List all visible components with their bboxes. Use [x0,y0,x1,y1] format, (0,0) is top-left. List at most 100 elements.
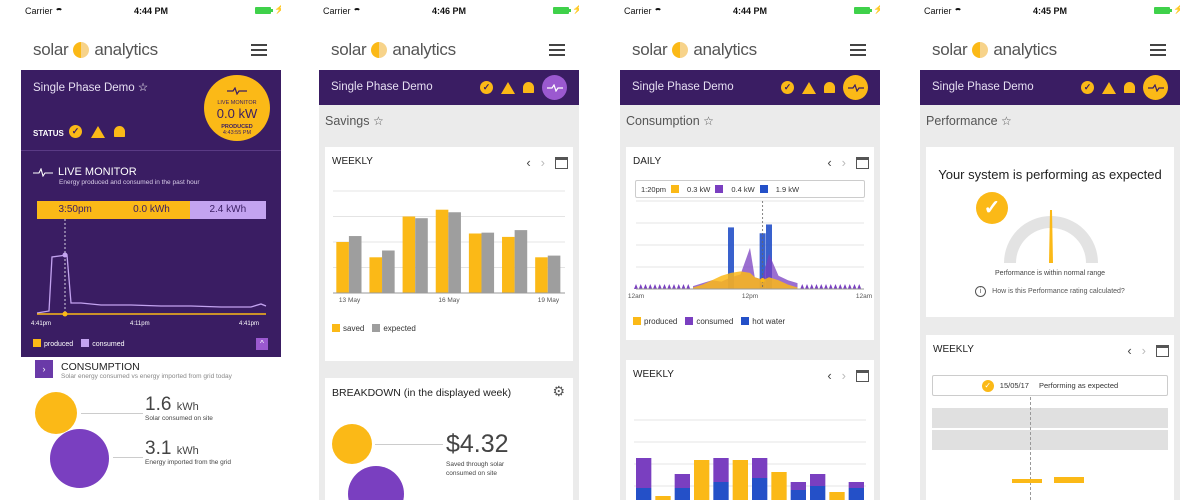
consumed-baseline-mark [681,284,686,289]
calendar-icon[interactable] [1156,344,1169,357]
prev-arrow-icon[interactable]: ‹ [1127,343,1132,358]
check-icon[interactable]: ✓ [69,125,82,138]
x-tick-label: 19 May [538,297,560,304]
warning-icon[interactable] [91,125,105,138]
bar-saved [369,257,383,293]
weekly-consumption-bar [790,482,806,490]
weekly-consumption-bar [810,474,826,486]
live-monitor-button[interactable] [1143,75,1168,100]
x-tick-label: 12am [628,293,644,300]
bell-icon[interactable] [1124,82,1135,93]
pulse-icon [1147,83,1164,92]
card-title: WEEKLY [332,156,373,167]
live-monitor-button[interactable] [843,75,868,100]
week-status-text: Performing as expected [1038,381,1119,390]
daily-legend: produced consumed hot water [633,317,785,326]
x-tick-label: 12pm [742,293,758,300]
warning-icon[interactable] [802,81,816,94]
next-arrow-icon[interactable]: › [841,368,846,383]
weekly-consumption-bar [694,460,710,500]
how-calculated-link[interactable]: i How is this Performance rating calculat… [926,286,1174,297]
menu-icon[interactable] [1150,44,1166,56]
star-icon[interactable]: ☆ [703,114,714,128]
calendar-icon[interactable] [856,156,869,169]
consumed-baseline-mark [800,284,805,289]
weekly-performance-card: WEEKLY ‹ › ✓ 15/05/17 Performing as expec… [926,335,1174,500]
next-arrow-icon[interactable]: › [540,155,545,170]
site-name[interactable]: Single Phase Demo ☆ [33,82,149,94]
legend-saved: saved [343,324,365,333]
badge-value: 0.0 kW [216,106,258,121]
consumed-marker [62,252,68,258]
readout-time: 3:50pm [37,201,114,219]
site-name[interactable]: Single Phase Demo [932,81,1034,93]
calendar-icon[interactable] [856,369,869,382]
consumed-baseline-mark [824,284,828,289]
bar-saved [468,233,482,293]
calendar-icon[interactable] [555,156,568,169]
bar-expected [547,255,561,293]
x-tick-label: 4:41pm [239,321,259,327]
live-monitor-button[interactable] [542,75,567,100]
site-name[interactable]: Single Phase Demo [331,81,433,93]
consumed-baseline-mark [653,284,657,289]
prev-arrow-icon[interactable]: ‹ [526,155,531,170]
prev-arrow-icon[interactable]: ‹ [827,368,832,383]
weekly-consumption-bar [655,496,671,500]
check-icon[interactable]: ✓ [480,81,493,94]
warning-icon[interactable] [501,81,515,94]
settings-gear-icon[interactable]: ⚙ [552,383,565,399]
menu-icon[interactable] [850,44,866,56]
warning-icon[interactable] [1102,81,1116,94]
next-arrow-icon[interactable]: › [1141,343,1146,358]
check-icon[interactable]: ✓ [1081,81,1094,94]
tooltip-hot-water: 1.9 kW [775,184,800,194]
next-arrow-icon[interactable]: › [841,155,846,170]
menu-icon[interactable] [549,44,565,56]
star-icon[interactable]: ☆ [1001,114,1012,128]
check-icon[interactable]: ✓ [781,81,794,94]
weekly-consumption-bar [752,458,768,478]
weekly-consumption-bar [752,478,768,500]
produced-marker [760,278,765,283]
x-tick-label: 12am [856,293,872,300]
card-title: WEEKLY [633,369,674,380]
menu-icon[interactable] [251,44,267,56]
status-bar: Carrier 4:45 PM ⚡ [920,0,1180,22]
weekly-consumption-bar [636,458,652,488]
bell-icon[interactable] [114,126,125,137]
consumed-baseline-mark [638,284,643,289]
star-icon[interactable]: ☆ [137,82,149,94]
site-header: Single Phase Demo ✓ [620,70,880,105]
consumed-baseline-mark [814,284,819,289]
bell-icon[interactable] [523,82,534,93]
solar-consumed-caption: Solar consumed on site [145,415,213,422]
carrier-label: Carrier [924,6,952,16]
consumed-baseline-mark [828,284,833,289]
consumed-baseline-mark [634,284,638,289]
carrier-label: Carrier [25,6,53,16]
phone-performance: Carrier 4:45 PM ⚡ solar analytics Single … [920,0,1180,500]
star-icon[interactable]: ☆ [372,114,384,128]
legend-consumed: consumed [92,341,125,348]
within-range-text: Performance is within normal range [994,270,1106,277]
bar-saved [535,257,548,293]
consumed-baseline-mark [838,284,843,289]
grid-import-value: 3.1 kWh [145,438,199,459]
prev-arrow-icon[interactable]: ‹ [827,155,832,170]
week-status-pill: ✓ 15/05/17 Performing as expected [932,375,1168,396]
collapse-button[interactable]: ^ [256,338,268,350]
live-monitor-badge[interactable]: LIVE MONITOR 0.0 kW PRODUCED 4:43:55 PM [204,75,270,141]
consumed-baseline-mark [676,284,681,289]
expand-button[interactable]: › [35,360,53,378]
performance-headline: Your system is performing as expected [938,167,1162,182]
status-bar: Carrier 4:46 PM ⚡ [319,0,579,22]
wifi-icon [653,8,662,16]
carrier-label: Carrier [624,6,652,16]
clock: 4:44 PM [133,6,168,16]
weekly-consumption-bar [713,458,729,482]
logo: solar analytics [33,40,158,59]
battery-icon: ⚡ [255,4,281,15]
site-name[interactable]: Single Phase Demo [632,81,734,93]
bell-icon[interactable] [824,82,835,93]
